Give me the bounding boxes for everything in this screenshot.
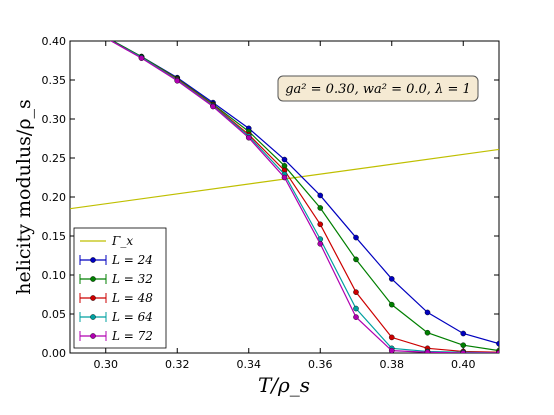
data-point xyxy=(460,350,467,353)
annotation-background xyxy=(277,75,479,102)
data-point xyxy=(353,256,359,263)
annotation-box: ga² = 0.30, wa² = 0.0, λ = 1 xyxy=(277,75,479,102)
data-point xyxy=(424,329,431,336)
data-point xyxy=(281,174,288,181)
legend-label: L = 24 xyxy=(111,253,153,267)
data-point xyxy=(353,234,359,241)
y-tick-label: 0.20 xyxy=(42,191,67,204)
series-line xyxy=(110,41,499,353)
data-point xyxy=(103,35,108,40)
y-axis-label: helicity modulus/ρ_s xyxy=(13,99,35,295)
series-line xyxy=(110,41,499,353)
legend-swatch-marker xyxy=(90,295,96,301)
y-tick-label: 0.25 xyxy=(42,152,67,165)
x-tick-label: 0.36 xyxy=(308,358,333,371)
data-point xyxy=(103,35,108,40)
legend-swatch-marker xyxy=(90,257,96,263)
y-tick-label: 0.05 xyxy=(42,308,67,321)
legend-swatch-marker xyxy=(90,314,96,320)
data-point xyxy=(496,340,499,347)
y-tick-label: 0.15 xyxy=(42,230,67,243)
legend-label: L = 32 xyxy=(111,272,153,286)
data-point xyxy=(245,134,252,141)
data-point xyxy=(460,342,467,349)
data-point xyxy=(103,35,108,40)
x-tick-label: 0.34 xyxy=(237,358,262,371)
legend: Γ_x L = 24 L = 32 L = 48 L = 64 L = 72 xyxy=(73,227,167,349)
data-point xyxy=(424,349,431,353)
y-tick-label: 0.10 xyxy=(42,269,67,282)
legend-background xyxy=(73,227,167,349)
data-point xyxy=(317,192,324,199)
series-group xyxy=(70,35,499,353)
data-point xyxy=(496,350,499,353)
legend-swatch-marker xyxy=(90,276,96,282)
x-tick-label: 0.32 xyxy=(165,358,190,371)
data-point xyxy=(424,309,431,316)
data-point xyxy=(388,347,395,353)
data-point xyxy=(388,334,395,341)
data-point xyxy=(103,35,108,40)
data-point xyxy=(210,103,216,110)
plot-layer xyxy=(70,35,499,353)
data-point xyxy=(353,289,359,295)
data-point xyxy=(353,305,359,312)
data-point xyxy=(317,205,324,211)
data-point xyxy=(281,162,288,169)
x-tick-label: 0.40 xyxy=(451,358,476,371)
data-point xyxy=(353,314,359,320)
data-point xyxy=(138,55,145,61)
data-point xyxy=(174,77,181,84)
data-point xyxy=(388,301,395,308)
series-line xyxy=(111,41,499,352)
x-axis-label: T/ρ_s xyxy=(258,373,310,397)
legend-items: Γ_x L = 24 L = 32 L = 48 L = 64 L = 72 xyxy=(79,234,153,343)
data-point xyxy=(317,221,324,228)
legend-swatch-marker xyxy=(90,333,96,339)
data-point xyxy=(281,156,288,163)
y-tick-label: 0.30 xyxy=(42,113,67,126)
data-point xyxy=(388,276,395,282)
legend-label: L = 72 xyxy=(111,329,153,343)
x-tick-label: 0.38 xyxy=(380,358,405,371)
data-point xyxy=(103,35,108,40)
x-tick-label: 0.30 xyxy=(94,358,119,371)
legend-label: L = 64 xyxy=(111,310,153,324)
y-tick-label: 0.00 xyxy=(42,347,67,360)
data-point xyxy=(460,330,467,337)
y-tick-label: 0.35 xyxy=(42,74,67,87)
legend-label: L = 48 xyxy=(111,291,153,305)
data-point xyxy=(317,240,324,247)
axis-ticks: 0.30 0.32 0.34 0.36 0.38 0.40 0.00 0.05 0.10 0.15… xyxy=(42,35,499,371)
y-tick-label: 0.40 xyxy=(42,35,67,48)
annotation-text: ga² = 0.30, wa² = 0.0, λ = 1 xyxy=(285,82,471,97)
legend-label: Γ_x xyxy=(111,234,133,248)
